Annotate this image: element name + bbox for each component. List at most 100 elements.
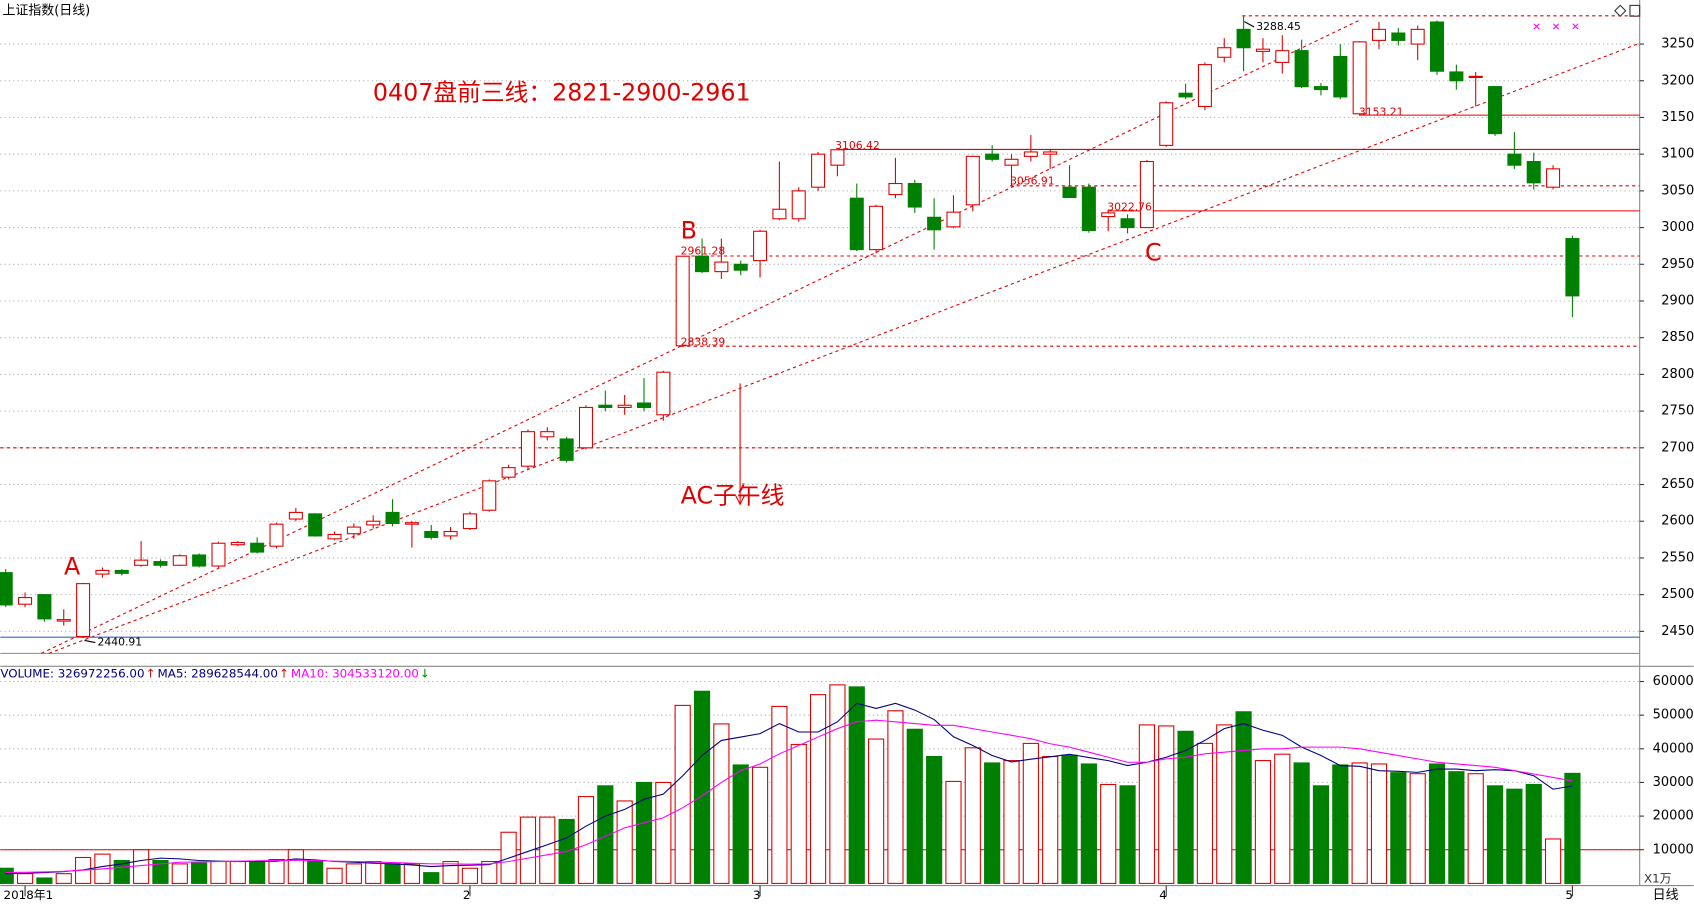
candle-body [1313, 86, 1328, 91]
candle-body [308, 513, 323, 537]
candle-body [1101, 212, 1116, 218]
annotation: 0407盘前三线：2821-2900-2961 [373, 78, 751, 106]
x-tick-label: 5 [1565, 888, 1573, 902]
candle-body [1081, 186, 1096, 232]
candle-body [559, 438, 574, 461]
volume-bar [113, 859, 130, 884]
candle-body [636, 402, 652, 408]
legend-arrow: ↑ [279, 666, 289, 680]
volume-bar [0, 867, 14, 884]
volume-bar [55, 873, 72, 884]
candle-body [37, 594, 52, 620]
icon[interactable] [1629, 4, 1641, 17]
candle-body [1043, 151, 1058, 155]
volume-bar [1254, 760, 1272, 884]
candle-body [1410, 28, 1425, 45]
y-tick-label: 2900 [1661, 293, 1694, 308]
y-tick-label: 2950 [1661, 257, 1694, 272]
candle-body [1546, 168, 1561, 188]
candle-body [482, 480, 497, 511]
volume-bar [1312, 785, 1330, 884]
volume-bar [732, 764, 749, 884]
candle-body [114, 569, 129, 574]
candle-body [578, 406, 593, 449]
candle-body [1197, 64, 1212, 107]
volume-bar [1216, 724, 1233, 884]
candle-body [0, 572, 13, 606]
price-label: 2961.28 [681, 245, 726, 258]
volume-bar [1293, 762, 1310, 884]
candle-body [1371, 28, 1387, 41]
volume-bar [152, 859, 169, 884]
markers [1533, 23, 1579, 30]
volume-bar [906, 728, 923, 884]
ma-line [5, 719, 1573, 874]
candle-body [424, 530, 439, 538]
price-label: 3106.42 [835, 139, 880, 152]
candle-body [1449, 71, 1464, 82]
candle-body [1565, 238, 1580, 297]
candle-body [888, 182, 903, 196]
volume-bar [1022, 742, 1039, 884]
y-tick-label: 30000 [1653, 775, 1694, 790]
candle-body [791, 190, 806, 220]
y-tick-label: 60000 [1653, 674, 1694, 689]
volume-bar [403, 863, 420, 884]
candle-body [211, 542, 226, 567]
volume-bar [964, 747, 981, 884]
volume-bar [829, 684, 846, 884]
y-tick-label: 10000 [1653, 842, 1694, 857]
trend-line [48, 42, 1640, 654]
volume-bar [635, 781, 653, 884]
volume-bar [1390, 772, 1407, 884]
volume-bar [307, 860, 324, 884]
ma-line [5, 702, 1573, 875]
candle-body [95, 569, 110, 575]
candle-body [946, 211, 961, 228]
volume-bar [539, 816, 556, 884]
candle-body [656, 371, 671, 416]
candle-body [695, 255, 710, 273]
candle-body [1159, 102, 1174, 146]
candle-body [1507, 153, 1522, 166]
candle-body [1023, 151, 1038, 157]
candle-body [327, 533, 342, 540]
volume-bar [1467, 773, 1484, 884]
volume-bar [461, 867, 479, 884]
legend-label: MA5: 289628544.00 [157, 666, 277, 680]
candle-body [1430, 21, 1445, 72]
volume-bar [577, 796, 595, 884]
volume-bar [229, 860, 246, 884]
candle-body [869, 205, 884, 251]
volume-bar [674, 704, 691, 884]
y-tick-label: 2500 [1661, 587, 1694, 602]
legend-arrow: ↑ [146, 666, 156, 680]
volume-bar [771, 705, 788, 884]
price-label: 3056.91 [1010, 174, 1055, 187]
volume-bar [1428, 763, 1446, 884]
candle-body [714, 261, 729, 273]
candle-body [443, 530, 458, 537]
y-tick-label: 2450 [1661, 624, 1694, 639]
y-tick-label: 40000 [1653, 741, 1694, 756]
candle-body [1178, 92, 1193, 98]
volume-bar [1196, 742, 1214, 884]
volume-bar [1351, 762, 1368, 884]
volume-bar [326, 867, 343, 884]
y-tick-label: 3000 [1661, 220, 1694, 235]
y-tick-label: 2700 [1661, 440, 1694, 455]
candle-body [192, 554, 207, 567]
y-tick-label: 2800 [1661, 367, 1694, 382]
volume-bar [848, 686, 865, 884]
candle-body [540, 431, 555, 438]
candle-body [927, 216, 942, 231]
candle-body [230, 541, 245, 546]
y-tick-label: 2750 [1661, 404, 1694, 419]
volume-bar [133, 849, 150, 884]
volume-bar [16, 873, 34, 884]
volume-bar [1061, 754, 1078, 884]
candle-body [1468, 75, 1483, 78]
volume-bar [1332, 764, 1349, 884]
candle-body [1004, 158, 1019, 166]
